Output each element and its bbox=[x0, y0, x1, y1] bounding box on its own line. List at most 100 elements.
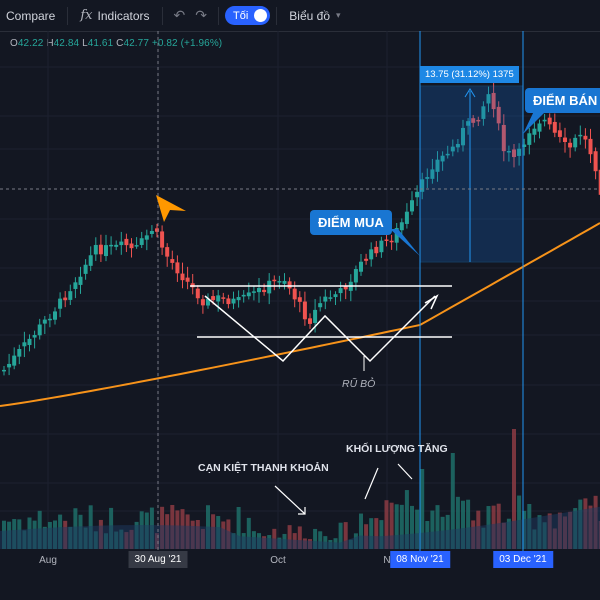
candle-body bbox=[144, 235, 149, 240]
volume-bar bbox=[512, 429, 516, 549]
candle-body bbox=[578, 134, 583, 137]
candle-body bbox=[313, 309, 318, 323]
chevron-down-icon: ▾ bbox=[336, 10, 341, 20]
candle-body bbox=[170, 259, 175, 263]
x-tick-nov: N bbox=[383, 555, 391, 566]
chart-type-dropdown[interactable]: Biểu đồ ▾ bbox=[283, 0, 346, 31]
candle-body bbox=[93, 244, 98, 255]
open-value: 42.22 bbox=[17, 38, 44, 49]
arrow-cursor-icon bbox=[156, 195, 186, 222]
volume-bar bbox=[313, 528, 318, 549]
x-tick-oct: Oct bbox=[270, 555, 286, 566]
volume-bar bbox=[415, 509, 420, 549]
candle-body bbox=[588, 138, 593, 155]
measure-box bbox=[419, 85, 524, 263]
candle-body bbox=[308, 318, 312, 324]
liquidity-label: CẠN KIỆT THANH KHOẢN bbox=[198, 462, 329, 474]
candle-body bbox=[231, 298, 236, 304]
redo-icon[interactable]: ↷ bbox=[195, 7, 208, 23]
candle-body bbox=[272, 279, 277, 282]
candle-body bbox=[542, 119, 547, 122]
candle-body bbox=[2, 369, 6, 372]
candle-body bbox=[506, 150, 511, 153]
candle-body bbox=[267, 280, 272, 294]
candle-body bbox=[537, 123, 542, 132]
volume-ma-area bbox=[0, 506, 600, 549]
volume-bar bbox=[287, 525, 292, 549]
chart-type-label: Biểu đồ bbox=[289, 8, 330, 23]
volume-bar bbox=[389, 502, 394, 549]
candle-body bbox=[297, 297, 302, 302]
w-pattern-arrowhead bbox=[424, 294, 439, 310]
candle-body bbox=[461, 127, 465, 146]
liquidity-arrowhead bbox=[298, 507, 306, 515]
low-value: 41.61 bbox=[87, 38, 114, 49]
candle-body bbox=[369, 249, 374, 260]
volume-bar bbox=[394, 504, 399, 549]
candle-body bbox=[129, 243, 134, 249]
volume-bar bbox=[369, 518, 374, 549]
candle-body bbox=[435, 159, 440, 172]
candle-body bbox=[302, 301, 307, 320]
volume-bar bbox=[338, 522, 343, 549]
volume-bar bbox=[359, 513, 363, 549]
compare-button[interactable]: Compare bbox=[0, 0, 61, 31]
volume-bar bbox=[379, 520, 384, 549]
candle-body bbox=[455, 143, 460, 148]
volume-arrow-left bbox=[364, 467, 379, 500]
candle-body bbox=[364, 258, 369, 261]
buy-callout-pointer bbox=[390, 229, 420, 256]
indicators-button[interactable]: fx Indicators bbox=[74, 0, 155, 31]
candle-body bbox=[420, 179, 425, 192]
candle-body bbox=[292, 288, 297, 300]
candle-body bbox=[583, 135, 588, 140]
x-tick-aug: Aug bbox=[39, 555, 57, 566]
volume-bar bbox=[297, 526, 302, 549]
candle-body bbox=[32, 335, 37, 338]
candle-body bbox=[379, 240, 384, 253]
theme-toggle[interactable]: Tối bbox=[225, 6, 271, 25]
volume-bar bbox=[404, 490, 409, 549]
candle-body bbox=[399, 222, 404, 231]
candle-body bbox=[527, 133, 532, 145]
candle-body bbox=[12, 355, 17, 366]
candle-body bbox=[557, 130, 562, 137]
volume-bar bbox=[246, 517, 251, 549]
w-pattern bbox=[204, 295, 436, 363]
high-value: 42.84 bbox=[53, 38, 80, 49]
candle-body bbox=[333, 294, 338, 298]
candle-body bbox=[532, 128, 537, 135]
candle-body bbox=[68, 291, 73, 300]
toolbar-divider bbox=[218, 6, 220, 25]
low-label: L bbox=[82, 38, 88, 49]
volume-bar bbox=[399, 504, 404, 549]
candle-body bbox=[486, 94, 491, 104]
toggle-knob bbox=[254, 9, 268, 22]
candle-body bbox=[471, 118, 476, 123]
candle-body bbox=[359, 261, 363, 272]
candle-body bbox=[241, 294, 246, 297]
candle-body bbox=[476, 119, 481, 122]
candle-body bbox=[593, 151, 598, 172]
fx-icon: fx bbox=[80, 8, 93, 23]
candle-body bbox=[17, 349, 22, 357]
undo-icon[interactable]: ↶ bbox=[173, 7, 186, 23]
toolbar-divider bbox=[161, 6, 163, 25]
volume-bar bbox=[455, 496, 460, 549]
candle-body bbox=[343, 286, 348, 290]
close-label: C bbox=[116, 38, 124, 49]
compare-label: Compare bbox=[6, 8, 56, 23]
moving-average-line bbox=[0, 222, 600, 407]
price-chart[interactable] bbox=[0, 31, 600, 600]
candle-body bbox=[389, 240, 394, 243]
candle-body bbox=[282, 280, 287, 284]
close-value: 42.77 bbox=[123, 38, 150, 49]
measure-label: 13.75 (31.12%) 1375 bbox=[420, 66, 519, 83]
buy-point-label: ĐIỂM MUA bbox=[310, 210, 392, 235]
high-label: H bbox=[46, 38, 54, 49]
candle-body bbox=[496, 106, 501, 124]
candle-body bbox=[7, 363, 12, 368]
candle-body bbox=[195, 288, 200, 299]
volume-bar bbox=[466, 499, 471, 549]
candle-body bbox=[165, 247, 170, 257]
